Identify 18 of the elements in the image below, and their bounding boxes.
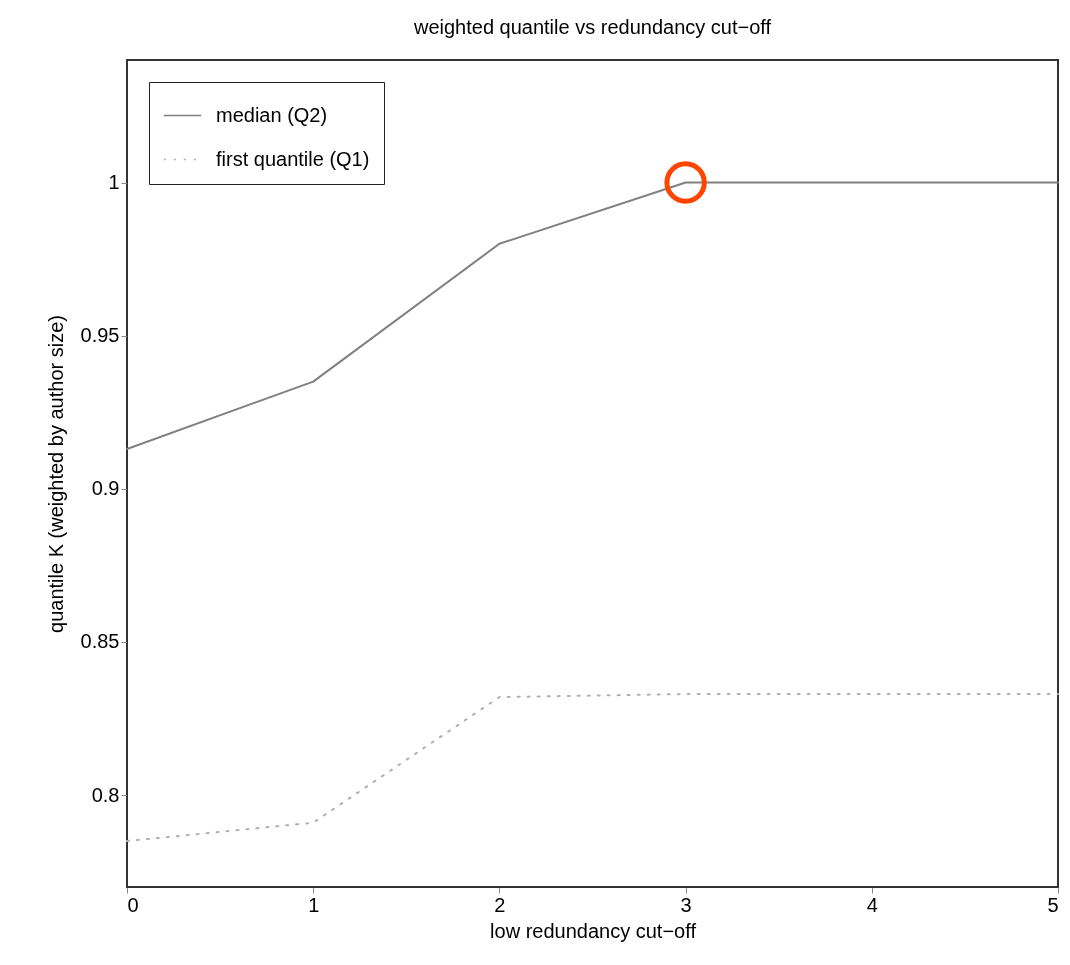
legend-label: first quantile (Q1) bbox=[216, 147, 370, 170]
x-tick-label: 2 bbox=[494, 893, 506, 916]
y-tick-label: 1 bbox=[108, 171, 120, 194]
x-tick-label: 4 bbox=[866, 893, 878, 916]
line-series bbox=[126, 181, 1059, 450]
line-series bbox=[126, 693, 1059, 843]
legend-label: median (Q2) bbox=[216, 103, 328, 126]
y-tick-label: 0.8 bbox=[91, 783, 120, 806]
x-tick-label: 5 bbox=[1047, 893, 1059, 916]
x-tick-label: 3 bbox=[680, 893, 692, 916]
y-tick-label: 0.95 bbox=[80, 324, 120, 347]
x-axis-title: low redundancy cut−off bbox=[490, 919, 697, 942]
y-tick-label: 0.85 bbox=[80, 630, 120, 653]
chart-title: weighted quantile vs redundancy cut−off bbox=[412, 16, 772, 38]
y-tick-label: 0.9 bbox=[91, 477, 120, 500]
x-tick-label: 1 bbox=[308, 893, 320, 916]
y-axis-title: quantile K (weighted by author size) bbox=[44, 315, 67, 633]
x-tick-label: 0 bbox=[127, 893, 139, 916]
